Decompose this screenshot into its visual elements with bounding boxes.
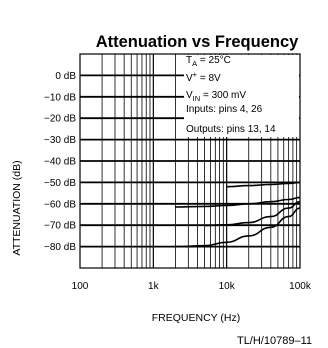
figure-id: TL/H/10789–11	[237, 335, 312, 347]
y-tick-label: −20 dB	[44, 114, 76, 125]
chart-title: Attenuation vs Frequency	[96, 33, 299, 51]
y-tick-label: −40 dB	[44, 157, 76, 168]
y-tick-label: −60 dB	[44, 199, 76, 210]
x-tick-label: 100	[72, 281, 89, 292]
series-group	[175, 181, 301, 248]
plot-frame	[79, 53, 301, 269]
annotation-temperature: TA = 25°C	[186, 55, 231, 68]
x-axis-label: FREQUENCY (Hz)	[152, 312, 240, 324]
x-tick-label: 100k	[289, 281, 312, 292]
annotation-background	[184, 55, 299, 137]
x-tick-label: 10k	[219, 281, 236, 292]
y-tick-label: −80 dB	[44, 242, 76, 253]
y-tick-labels: 0 dB −10 dB −20 dB −30 dB −40 dB −50 dB −60 dB…	[44, 71, 76, 253]
y-tick-label: −30 dB	[44, 135, 76, 146]
series-line	[175, 196, 301, 208]
y-tick-label: −10 dB	[44, 92, 76, 103]
annotation-outputs: Outputs: pins 13, 14	[186, 124, 276, 135]
annotation-inputs: Inputs: pins 4, 26	[186, 104, 263, 115]
x-tick-labels: 100 1k 10k 100k	[72, 281, 312, 292]
series-line	[175, 207, 301, 248]
series-line	[226, 181, 301, 188]
annotation-supply: V+ = 8V	[186, 70, 221, 84]
y-tick-label: −70 dB	[44, 221, 76, 232]
y-tick-label: 0 dB	[55, 71, 76, 82]
conditions-annotation: TA = 25°C V+ = 8V VIN = 300 mV Inputs: p…	[184, 55, 299, 137]
x-tick-label: 1k	[148, 281, 160, 292]
series-line	[204, 200, 301, 227]
y-tick-label: −50 dB	[44, 178, 76, 189]
y-axis-label: ATTENUATION (dB)	[11, 160, 23, 255]
annotation-input-voltage: VIN = 300 mV	[186, 90, 246, 103]
